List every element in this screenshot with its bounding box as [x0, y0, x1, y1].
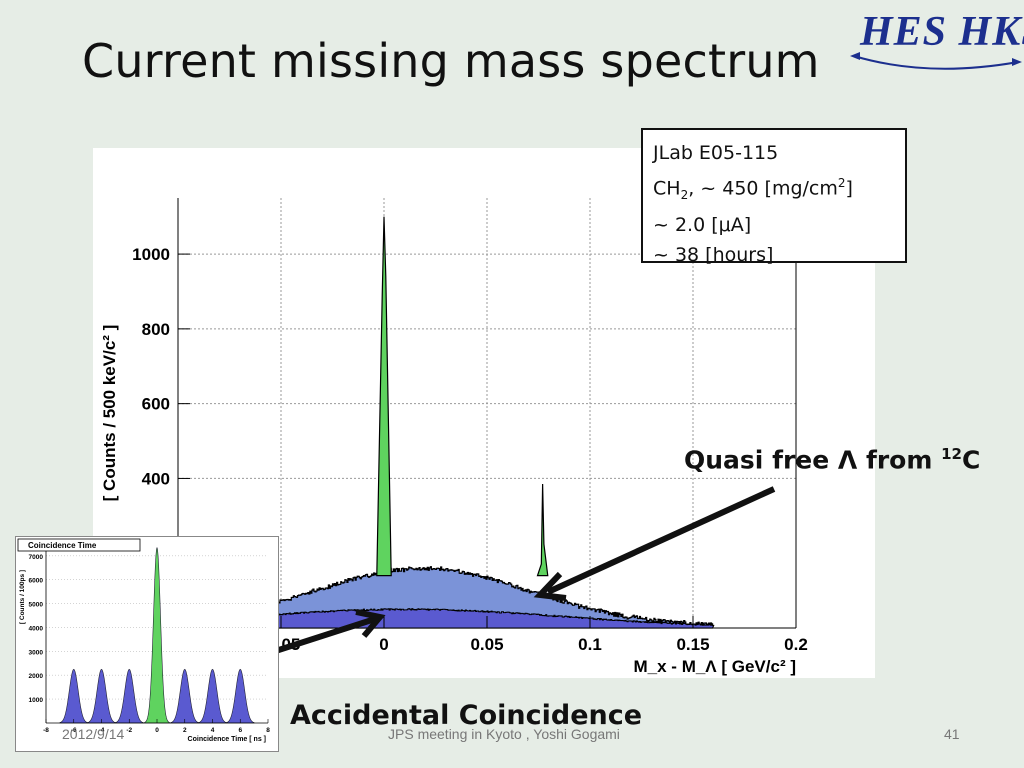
- accidental-peak: [115, 669, 143, 723]
- y-tick-label: 800: [142, 320, 170, 339]
- inset-y-tick-label: 3000: [29, 649, 44, 656]
- x-tick-label: 0.15: [676, 635, 709, 654]
- accidental-peak: [171, 669, 199, 723]
- info-line-4: ~ 38 [hours]: [653, 240, 895, 270]
- x-tick-label: 0.2: [784, 635, 808, 654]
- x-tick-label: 0.1: [578, 635, 602, 654]
- footer-date: 2012/9/14: [62, 726, 124, 742]
- inset-x-tick-label: 4: [211, 727, 215, 734]
- inset-y-tick-label: 4000: [29, 625, 44, 632]
- inset-x-axis-label: Coincidence Time [ ns ]: [188, 736, 266, 743]
- inset-x-tick-label: 6: [238, 727, 242, 734]
- inset-y-tick-label: 7000: [29, 554, 44, 561]
- accidental-peak: [88, 669, 116, 723]
- slide-title: Current missing mass spectrum: [82, 34, 820, 88]
- y-tick-label: 400: [142, 469, 170, 488]
- inset-y-tick-label: 5000: [29, 602, 44, 609]
- accidental-peak: [199, 669, 227, 723]
- x-tick-label: 0: [379, 635, 388, 654]
- footer-center: JPS meeting in Kyoto , Yoshi Gogami: [388, 726, 620, 742]
- inset-x-tick-label: -2: [126, 727, 132, 734]
- inset-y-tick-label: 6000: [29, 578, 44, 585]
- info-line-2: CH2, ~ 450 [mg/cm2]: [653, 168, 895, 210]
- info-line-3: ~ 2.0 [μA]: [653, 210, 895, 240]
- inset-y-axis-label: [ Counts / 100ps ]: [19, 570, 26, 624]
- lambda-peak: [377, 217, 391, 576]
- inset-title: Coincidence Time: [28, 541, 97, 550]
- y-tick-label: 1000: [132, 245, 170, 264]
- y-tick-label: 600: [142, 395, 170, 414]
- coincidence-time-chart: Coincidence Time 1000 2000 3000 4000 5000 6000…: [16, 537, 278, 751]
- accidental-peak: [226, 669, 254, 723]
- inset-x-tick-label: 0: [155, 727, 159, 734]
- x-axis-label: M_x - M_Λ [ GeV/c² ]: [634, 657, 796, 676]
- sigma-peak: [537, 484, 547, 576]
- logo-hes: HES: [860, 9, 947, 55]
- quasi-free-annotation: Quasi free Λ from 12C: [684, 445, 980, 474]
- hes-hks-logo: HES HKS: [848, 6, 1024, 72]
- info-line-1: JLab E05-115: [653, 138, 895, 168]
- coincidence-time-inset: Coincidence Time 1000 2000 3000 4000 5000 6000…: [15, 536, 279, 752]
- logo-hks: HKS: [959, 9, 1024, 55]
- y-axis-label: [ Counts / 500 keV/c² ]: [100, 325, 119, 502]
- x-tick-label: 0.05: [470, 635, 503, 654]
- inset-x-tick-label: 2: [183, 727, 187, 734]
- accidental-peak: [60, 669, 88, 723]
- experiment-info-box: JLab E05-115 CH2, ~ 450 [mg/cm2] ~ 2.0 […: [641, 128, 907, 263]
- inset-x-tick-label: 8: [266, 727, 270, 734]
- inset-y-tick-label: 1000: [29, 697, 44, 704]
- page-number: 41: [944, 726, 960, 742]
- inset-y-tick-label: 2000: [29, 673, 44, 680]
- inset-x-tick-label: -8: [43, 727, 49, 734]
- true-coincidence-peak: [143, 547, 171, 723]
